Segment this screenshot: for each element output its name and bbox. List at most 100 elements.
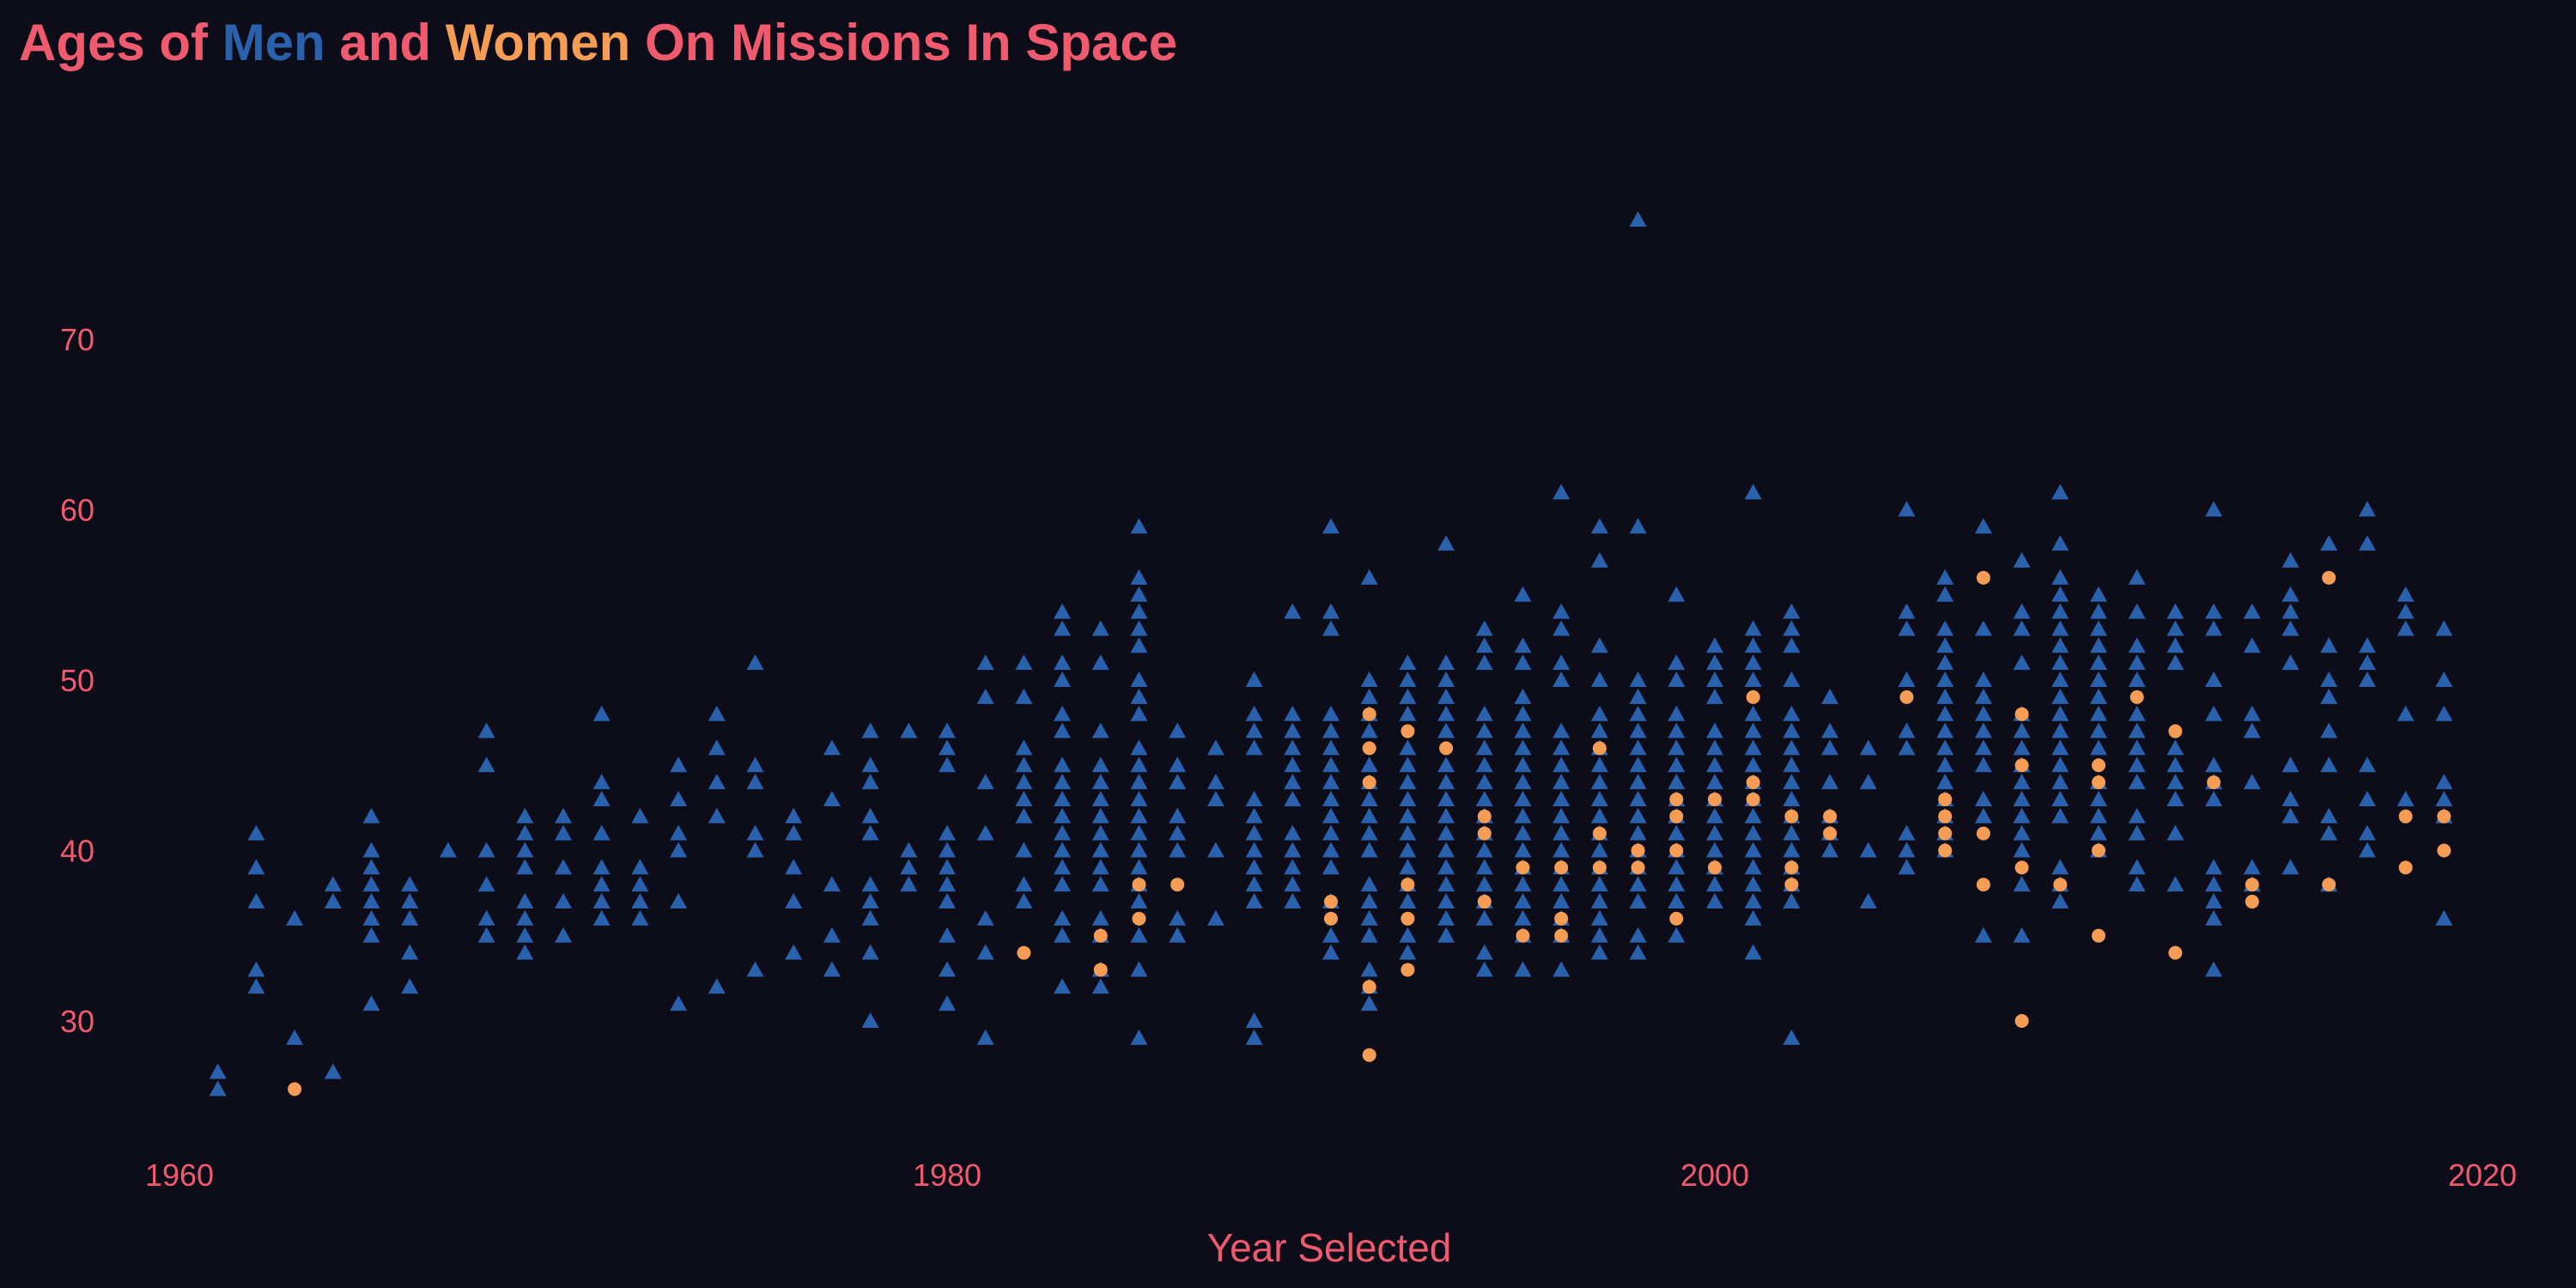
men-data-point xyxy=(1859,739,1877,756)
women-data-point xyxy=(1938,843,1953,858)
men-data-point xyxy=(2358,535,2376,551)
men-data-point xyxy=(2128,876,2146,892)
men-data-point xyxy=(401,893,419,909)
men-data-point xyxy=(1475,654,1493,671)
men-data-point xyxy=(1821,688,1839,704)
men-data-point xyxy=(1974,927,1992,943)
men-data-point xyxy=(2397,705,2415,721)
men-data-point xyxy=(1054,859,1072,875)
men-data-point xyxy=(1590,756,1608,773)
men-data-point xyxy=(1284,722,1302,738)
men-data-point xyxy=(401,909,419,926)
men-data-point xyxy=(1514,722,1532,738)
men-data-point xyxy=(1706,841,1723,858)
men-data-point xyxy=(516,893,534,909)
men-data-point xyxy=(1898,824,1916,841)
men-data-point xyxy=(1437,774,1455,790)
men-data-point xyxy=(1284,603,1302,619)
men-data-point xyxy=(247,978,265,994)
men-data-point xyxy=(1475,705,1493,721)
women-data-point xyxy=(1554,911,1569,926)
y-tick-label: 50 xyxy=(60,663,94,698)
men-data-point xyxy=(1054,671,1072,687)
men-data-point xyxy=(2090,824,2107,841)
women-data-point xyxy=(1746,792,1760,806)
men-data-point xyxy=(1668,586,1686,602)
women-data-point xyxy=(1631,860,1645,875)
men-data-point xyxy=(670,841,688,858)
men-data-point xyxy=(362,995,380,1012)
men-data-point xyxy=(708,978,726,994)
men-data-point xyxy=(785,944,803,960)
men-data-point xyxy=(1322,944,1340,960)
men-data-point xyxy=(1130,859,1148,875)
men-data-point xyxy=(1475,841,1493,858)
men-data-point xyxy=(2281,859,2300,875)
men-data-point xyxy=(1015,654,1033,671)
men-data-point xyxy=(2013,603,2031,619)
men-data-point xyxy=(2128,756,2146,773)
women-data-point xyxy=(2168,724,2183,738)
men-data-point xyxy=(1399,654,1417,671)
men-data-point xyxy=(286,1029,304,1045)
men-data-point xyxy=(631,893,649,909)
women-data-point xyxy=(2092,928,2105,943)
men-data-point xyxy=(2320,535,2338,551)
men-data-point xyxy=(516,807,534,823)
men-data-point xyxy=(1821,841,1839,858)
men-data-point xyxy=(2090,586,2107,602)
men-data-point xyxy=(1974,739,1992,756)
men-data-point xyxy=(1552,722,1571,738)
men-data-point xyxy=(976,774,994,790)
men-data-point xyxy=(1169,774,1187,790)
men-data-point xyxy=(1974,790,1992,806)
men-data-point xyxy=(1783,893,1801,909)
men-data-point xyxy=(976,824,994,841)
men-data-point xyxy=(2090,807,2107,823)
men-data-point xyxy=(1629,807,1647,823)
men-data-point xyxy=(939,841,956,858)
women-data-point xyxy=(2014,707,2029,721)
x-axis-title: Year Selected xyxy=(1207,1225,1452,1270)
men-data-point xyxy=(1590,552,1608,568)
women-data-point xyxy=(1132,878,1146,892)
men-data-point xyxy=(1360,807,1378,823)
men-data-point xyxy=(1437,722,1455,738)
men-data-point xyxy=(1130,927,1148,943)
men-data-point xyxy=(1629,876,1647,892)
men-data-point xyxy=(362,841,380,858)
men-data-point xyxy=(1399,739,1417,756)
men-data-point xyxy=(1552,790,1571,806)
women-data-point xyxy=(1669,911,1684,926)
men-data-point xyxy=(2090,705,2107,721)
women-data-point xyxy=(1592,860,1607,875)
men-data-point xyxy=(2013,790,2031,806)
women-data-point xyxy=(1477,826,1492,841)
men-data-point xyxy=(1514,790,1532,806)
men-data-point xyxy=(1936,568,1954,585)
men-data-point xyxy=(2358,841,2376,858)
men-data-point xyxy=(1130,790,1148,806)
men-data-point xyxy=(1475,756,1493,773)
men-data-point xyxy=(1322,603,1340,619)
men-data-point xyxy=(2205,909,2223,926)
men-data-point xyxy=(2435,671,2453,687)
men-data-point xyxy=(1284,893,1302,909)
men-data-point xyxy=(1514,688,1532,704)
women-data-point xyxy=(288,1082,302,1097)
men-data-point xyxy=(708,807,726,823)
men-data-point xyxy=(1706,756,1723,773)
men-data-point xyxy=(1245,807,1263,823)
men-data-point xyxy=(1399,893,1417,909)
men-data-point xyxy=(1284,774,1302,790)
men-data-point xyxy=(861,722,879,738)
men-data-point xyxy=(1245,893,1263,909)
men-data-point xyxy=(1668,859,1686,875)
men-data-point xyxy=(1936,637,1954,653)
women-data-point xyxy=(1439,741,1454,756)
women-data-point xyxy=(1400,724,1415,738)
women-data-point xyxy=(2207,775,2221,790)
men-data-point xyxy=(1898,603,1916,619)
men-data-point xyxy=(1284,705,1302,721)
men-data-point xyxy=(2090,637,2107,653)
